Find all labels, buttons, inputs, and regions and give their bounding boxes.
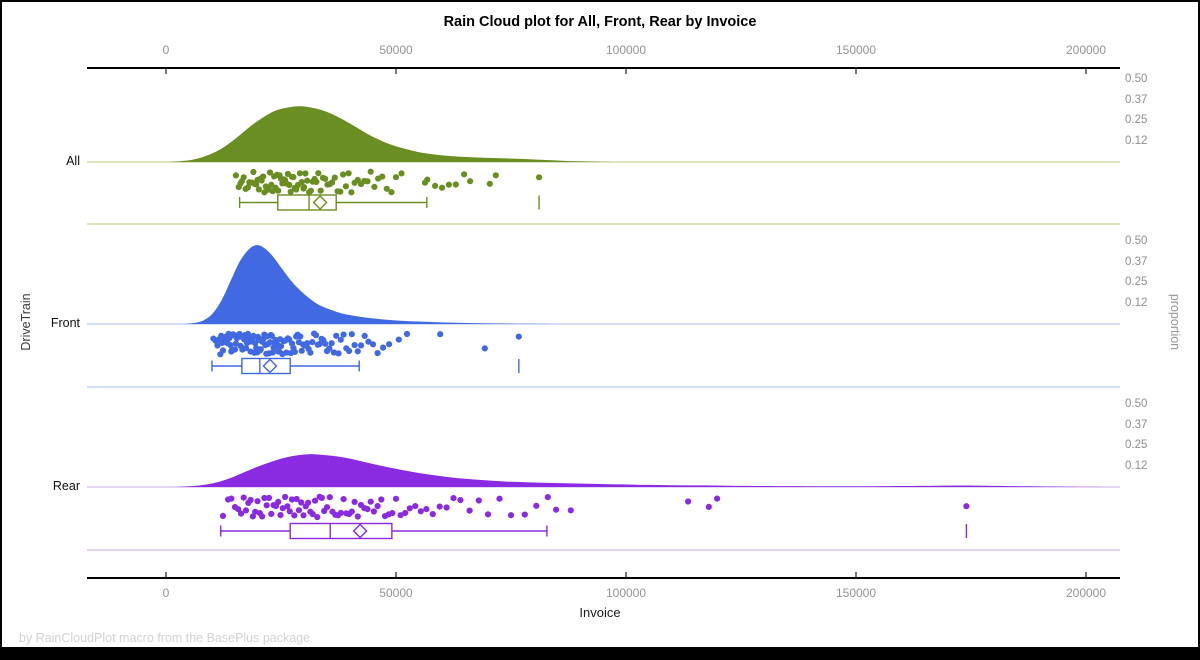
- box-plot-all: [238, 194, 540, 211]
- rain-points-rear: [219, 493, 970, 521]
- bottom-black-bar: [2, 647, 1198, 658]
- density-cloud-rear: [175, 454, 1114, 487]
- chart-title: Rain Cloud plot for All, Front, Rear by …: [443, 14, 757, 30]
- mean-diamond-rear: [352, 523, 368, 539]
- proportion-tick-label: 0.50: [1125, 73, 1148, 85]
- proportion-tick-label: 0.37: [1125, 419, 1148, 432]
- y-axis-label-drivetrain: DriveTrain: [19, 293, 33, 351]
- box-plot-front: [211, 357, 520, 375]
- proportion-tick-label: 0.50: [1125, 398, 1148, 410]
- x-tick-label-top: 0: [162, 43, 170, 57]
- y-axis-label-proportion: proportion: [1168, 293, 1182, 351]
- category-label-all: All: [66, 154, 80, 168]
- x-tick-label-top: 100000: [605, 43, 647, 57]
- proportion-tick-label: 0.50: [1125, 235, 1148, 247]
- x-tick-label-bottom: 150000: [835, 586, 877, 600]
- proportion-tick-label: 0.37: [1125, 94, 1148, 107]
- footer-credit: by RainCloudPlot macro from the BasePlus…: [19, 631, 311, 645]
- density-cloud-front: [184, 245, 553, 324]
- proportion-tick-label: 0.25: [1125, 276, 1148, 288]
- rain-points-all: [232, 168, 543, 196]
- x-tick-label-top: 50000: [379, 43, 413, 57]
- x-tick-label-bottom: 200000: [1065, 586, 1107, 600]
- x-tick-label-bottom: 0: [162, 586, 170, 600]
- density-cloud-all: [166, 106, 613, 162]
- proportion-tick-label: 0.12: [1125, 135, 1148, 148]
- proportion-tick-label: 0.37: [1125, 256, 1148, 269]
- x-tick-label-bottom: 100000: [605, 586, 647, 600]
- rain-points-front: [210, 330, 522, 358]
- x-tick-label-top: 200000: [1065, 43, 1107, 57]
- proportion-tick-label: 0.12: [1125, 297, 1148, 310]
- box-plot-rear: [220, 522, 968, 540]
- category-label-rear: Rear: [52, 479, 80, 493]
- x-axis-label: Invoice: [579, 605, 621, 620]
- x-tick-label-top: 150000: [835, 43, 877, 57]
- x-tick-label-bottom: 50000: [379, 586, 413, 600]
- proportion-tick-label: 0.25: [1125, 439, 1148, 451]
- category-label-front: Front: [50, 316, 80, 330]
- mean-diamond-all: [312, 195, 328, 210]
- proportion-tick-label: 0.12: [1125, 460, 1148, 473]
- mean-diamond-front: [262, 358, 278, 374]
- proportion-tick-label: 0.25: [1125, 114, 1148, 126]
